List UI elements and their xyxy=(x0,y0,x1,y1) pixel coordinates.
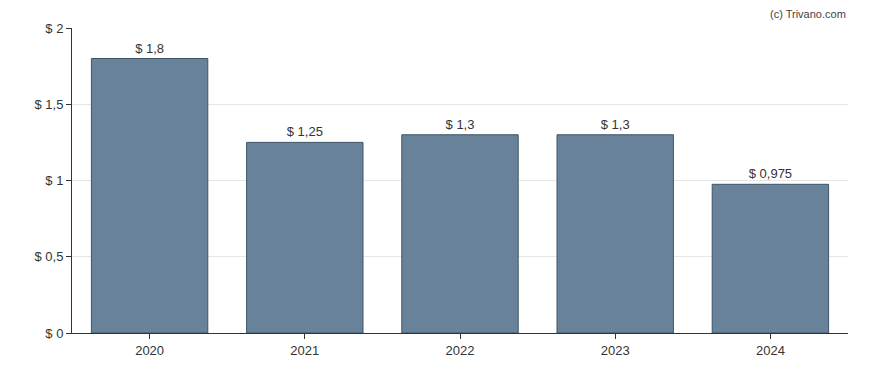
svg-text:$ 1,25: $ 1,25 xyxy=(287,124,323,139)
svg-text:$ 1: $ 1 xyxy=(45,173,63,188)
svg-text:$ 2: $ 2 xyxy=(45,21,63,36)
svg-text:$ 0,975: $ 0,975 xyxy=(749,166,792,181)
svg-text:$ 0: $ 0 xyxy=(45,326,63,341)
svg-text:2024: 2024 xyxy=(756,343,785,358)
svg-text:$ 0,5: $ 0,5 xyxy=(34,249,63,264)
svg-text:2020: 2020 xyxy=(135,343,164,358)
svg-text:(c) Trivano.com: (c) Trivano.com xyxy=(770,8,846,20)
svg-text:2021: 2021 xyxy=(290,343,319,358)
svg-text:2023: 2023 xyxy=(601,343,630,358)
svg-text:$ 1,3: $ 1,3 xyxy=(446,117,475,132)
svg-text:2022: 2022 xyxy=(446,343,475,358)
svg-text:$ 1,5: $ 1,5 xyxy=(34,97,63,112)
svg-text:$ 1,8: $ 1,8 xyxy=(135,41,164,56)
svg-text:$ 1,3: $ 1,3 xyxy=(601,117,630,132)
